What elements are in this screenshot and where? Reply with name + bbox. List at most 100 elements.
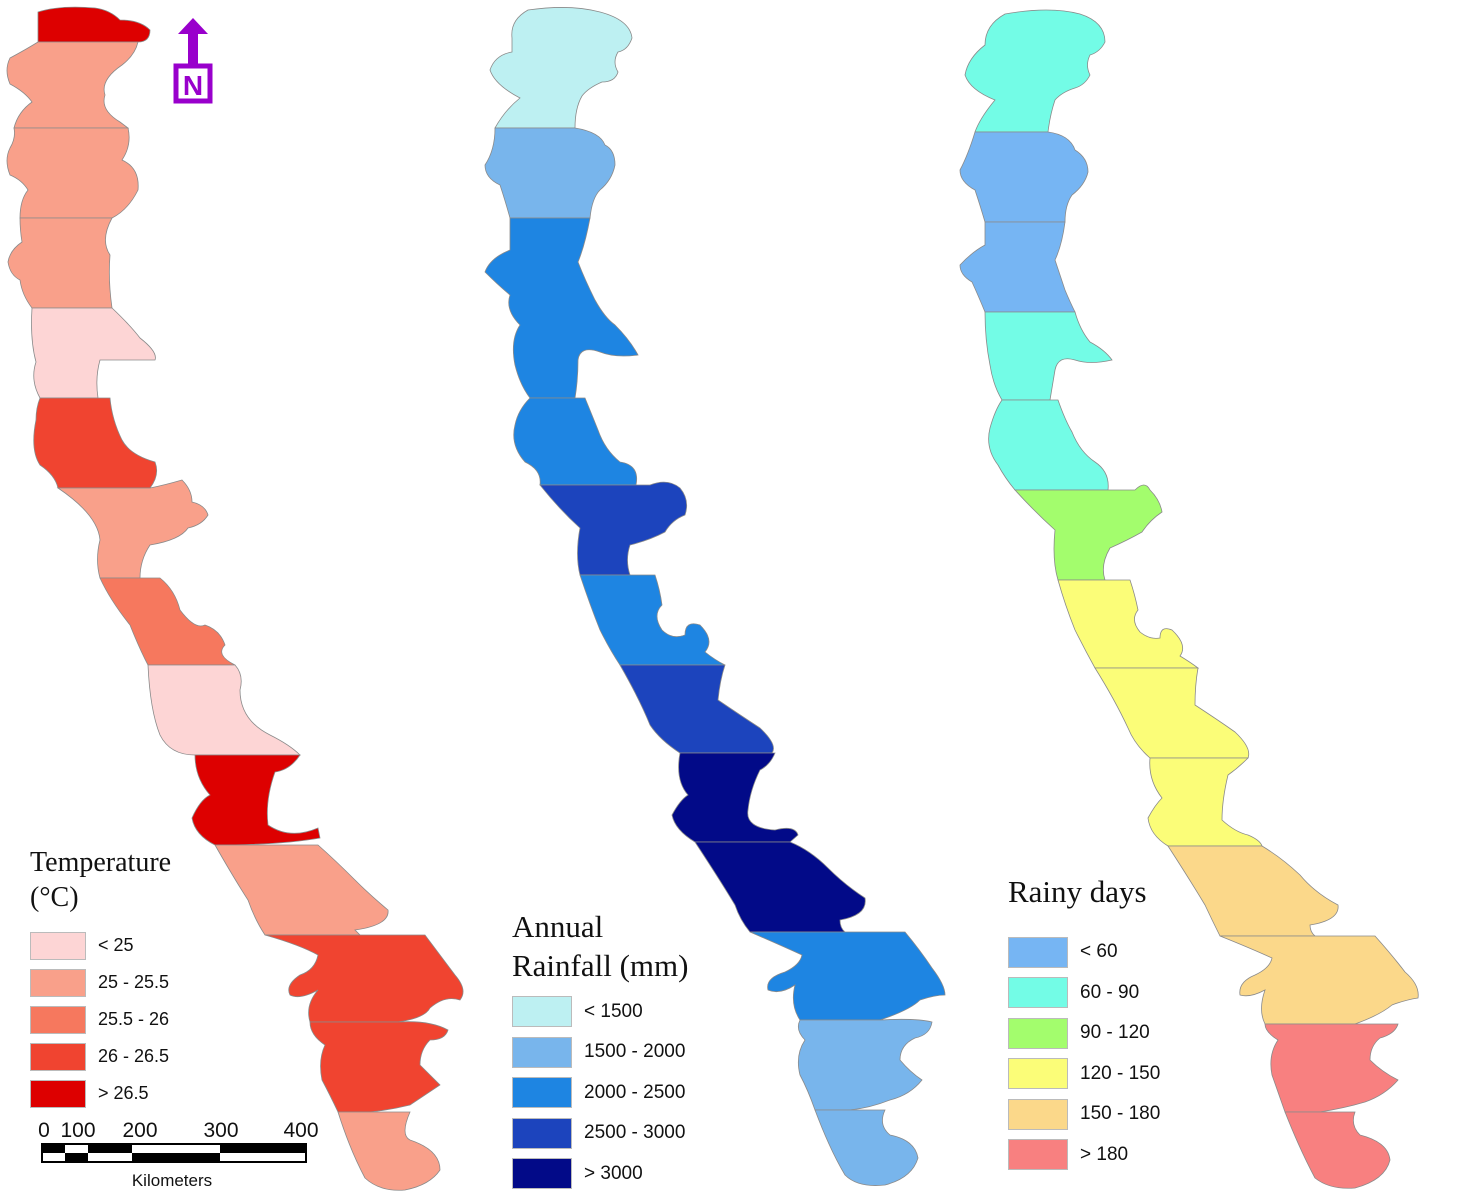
- legend-title-line: Rainy days: [1008, 874, 1147, 909]
- legend-swatch: [1008, 1139, 1068, 1170]
- legend-title-line: Rainfall (mm): [512, 947, 689, 983]
- legend-label: 90 - 120: [1080, 1022, 1150, 1043]
- rainy-days-legend: Rainy days < 60 60 - 90 90 - 120 120 - 150 1…: [1008, 873, 1228, 1175]
- legend-label: < 1500: [584, 1000, 643, 1022]
- north-label: N: [183, 70, 203, 101]
- legend-item: > 3000: [512, 1154, 742, 1194]
- map-region: [37, 6, 151, 43]
- legend-label: < 60: [1080, 941, 1118, 962]
- map-region: [6, 127, 139, 219]
- map-region: [309, 1021, 449, 1113]
- map-region: [6, 41, 139, 129]
- legend-item: > 180: [1008, 1134, 1228, 1175]
- scale-bar: 0 100 200 300 400 Kilometers: [38, 1119, 318, 1190]
- legend-item: 25 - 25.5: [30, 964, 230, 1001]
- map-region: [214, 844, 389, 936]
- legend-label: > 26.5: [98, 1083, 149, 1103]
- legend-label: 26 - 26.5: [98, 1046, 170, 1066]
- legend-swatch: [30, 1042, 86, 1071]
- scale-tick-300: 300: [203, 1119, 238, 1142]
- legend-label: 60 - 90: [1080, 981, 1140, 1003]
- legend-item: 26 - 26.5: [30, 1038, 230, 1075]
- legend-title-line: (°C): [30, 882, 79, 913]
- scale-bar-segment: [42, 1144, 65, 1153]
- legend-swatch: [512, 1117, 572, 1149]
- scale-bar-segment: [220, 1144, 306, 1153]
- map-region: [959, 221, 1076, 313]
- legend-swatch: [512, 1036, 572, 1068]
- legend-swatch: [1008, 977, 1068, 1008]
- map-region: [1094, 667, 1250, 759]
- legend-item: > 26.5: [30, 1075, 230, 1112]
- legend-label: 25.5 - 26: [98, 1009, 170, 1029]
- map-region: [484, 127, 616, 219]
- scale-tick-0: 0: [38, 1119, 50, 1142]
- legend-item: 60 - 90: [1008, 972, 1228, 1013]
- legend-swatch: [512, 1077, 572, 1109]
- rainy-days-map: [959, 9, 1419, 1189]
- legend-label: 25 - 25.5: [98, 972, 170, 992]
- map-region: [7, 217, 113, 309]
- map-region: [147, 664, 301, 756]
- legend-label: 2000 - 2500: [584, 1081, 686, 1103]
- legend-swatch: [30, 931, 86, 960]
- map-region: [489, 7, 633, 129]
- map-region: [31, 307, 156, 399]
- scale-unit: Kilometers: [132, 1171, 212, 1190]
- legend-items: < 25 25 - 25.5 25.5 - 26 26 - 26.5 > 26.5: [30, 927, 230, 1112]
- map-region: [513, 397, 638, 486]
- scale-tick-400: 400: [283, 1119, 318, 1142]
- legend-label: 2500 - 3000: [584, 1122, 686, 1144]
- legend-label: 120 - 150: [1080, 1062, 1161, 1084]
- legend-swatch: [512, 1158, 572, 1190]
- map-region: [749, 931, 946, 1021]
- legend-swatch: [30, 968, 86, 997]
- rainy-days-legend-title: Rainy days: [1008, 873, 1228, 912]
- legend-item: 2000 - 2500: [512, 1073, 742, 1114]
- map-region: [959, 131, 1089, 223]
- scale-bar-segment: [65, 1153, 88, 1162]
- map-region: [579, 574, 726, 666]
- map-region: [1167, 845, 1339, 937]
- legend-item: < 60: [1008, 932, 1228, 973]
- north-arrow-icon: [178, 18, 208, 66]
- legend-label: 150 - 180: [1080, 1103, 1161, 1124]
- map-region: [1219, 935, 1419, 1025]
- legend-swatch: [1008, 936, 1068, 968]
- scale-tick-100: 100: [60, 1119, 95, 1142]
- legend-item: 2500 - 3000: [512, 1113, 742, 1154]
- legend-label: > 180: [1080, 1143, 1129, 1165]
- north-arrow: N: [173, 18, 213, 104]
- map-region: [988, 399, 1109, 491]
- map-region: [33, 397, 158, 489]
- legend-item: 1500 - 2000: [512, 1032, 742, 1073]
- legend-swatch: [1008, 1098, 1068, 1130]
- map-region: [814, 1109, 919, 1186]
- legend-item: < 1500: [512, 992, 742, 1033]
- legend-swatch: [30, 1079, 86, 1108]
- map-region: [56, 479, 209, 579]
- map-region: [1057, 579, 1200, 669]
- legend-item: 25.5 - 26: [30, 1001, 230, 1038]
- scale-bar-segment: [132, 1153, 220, 1162]
- map-region: [671, 752, 799, 843]
- legend-swatch: [30, 1005, 86, 1034]
- map-region: [99, 577, 236, 666]
- map-region: [1264, 1023, 1399, 1113]
- map-region: [337, 1111, 441, 1191]
- north-label-box: [173, 63, 213, 104]
- map-region: [539, 481, 688, 576]
- legend-swatch: [1008, 1017, 1068, 1049]
- scale-tick-200: 200: [122, 1119, 157, 1142]
- map-region: [264, 934, 464, 1023]
- legend-item: < 25: [30, 927, 230, 964]
- map-region: [694, 841, 866, 933]
- rainfall-legend: Annual Rainfall (mm) < 1500 1500 - 2000 20…: [512, 908, 742, 1194]
- legend-item: 120 - 150: [1008, 1053, 1228, 1094]
- legend-label: < 25: [98, 935, 134, 955]
- map-region: [984, 311, 1113, 401]
- map-region: [191, 754, 321, 846]
- rainfall-legend-title: Annual Rainfall (mm): [512, 908, 742, 986]
- temperature-map: [6, 6, 464, 1191]
